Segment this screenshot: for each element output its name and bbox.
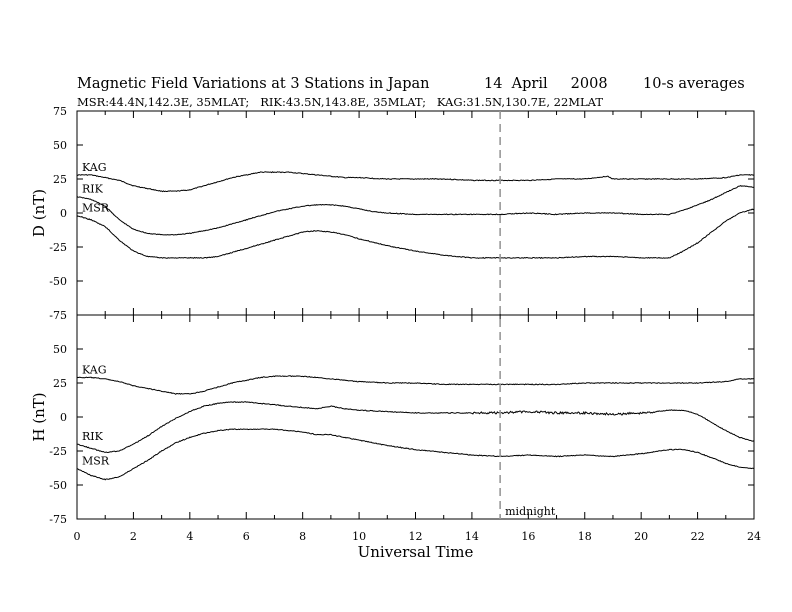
y-tick-label: -75 <box>49 513 67 526</box>
x-tick-label: 6 <box>243 530 250 543</box>
x-tick-label: 12 <box>409 530 423 543</box>
series-label-msr: MSR <box>82 202 110 215</box>
series-line-msr <box>76 428 755 481</box>
chart-title: Magnetic Field Variations at 3 Stations … <box>77 76 430 92</box>
y-tick-label: -75 <box>49 309 67 322</box>
y-tick-label: 25 <box>53 173 67 186</box>
y-tick-label: 50 <box>53 139 67 152</box>
series-label-kag: KAG <box>82 364 107 377</box>
y-tick-label: 0 <box>60 411 67 424</box>
series-line-kag <box>76 171 755 193</box>
x-axis-label: Universal Time <box>358 543 474 561</box>
series-line-kag <box>76 375 755 395</box>
series-label-kag: KAG <box>82 161 107 174</box>
y-tick-label: 0 <box>60 207 67 220</box>
x-tick-label: 2 <box>130 530 137 543</box>
x-tick-label: 20 <box>634 530 648 543</box>
h-panel: 50 25 0 -25 -50 -75 H (nT) KAG RIK MSR <box>30 314 755 526</box>
x-tick-label: 16 <box>521 530 535 543</box>
panel-frame <box>76 110 755 316</box>
x-tick-label: 10 <box>352 530 366 543</box>
x-tick-label: 0 <box>74 530 81 543</box>
y-tick-label: -50 <box>49 479 67 492</box>
series-line-rik <box>76 185 755 236</box>
x-tick-label: 4 <box>186 530 193 543</box>
y-tick-label: -50 <box>49 275 67 288</box>
y-axis-label: H (nT) <box>30 392 48 441</box>
series-label-msr: MSR <box>82 455 110 468</box>
series-line-msr <box>76 208 755 259</box>
chart-date: 14 April 2008 <box>484 76 608 92</box>
y-tick-label: 50 <box>53 343 67 356</box>
x-tick-label: 18 <box>578 530 592 543</box>
x-tick-label: 22 <box>691 530 705 543</box>
y-tick-label: 75 <box>53 105 67 118</box>
series-line-rik <box>76 401 755 454</box>
x-tick-label: 14 <box>465 530 479 543</box>
series-label-rik: RIK <box>82 183 104 196</box>
midnight-label: midnight <box>505 505 556 518</box>
chart-averaging: 10-s averages <box>643 76 745 92</box>
d-panel: 75 50 25 0 -25 -50 -75 D (nT) KAG RIK MSR <box>30 105 755 322</box>
y-tick-label: -25 <box>49 445 67 458</box>
y-tick-label: 25 <box>53 377 67 390</box>
x-tick-label: 8 <box>299 530 306 543</box>
series-label-rik: RIK <box>82 430 104 443</box>
y-tick-label: -25 <box>49 241 67 254</box>
x-tick-label: 24 <box>747 530 761 543</box>
station-coordinates: MSR:44.4N,142.3E, 35MLAT; RIK:43.5N,143.… <box>77 95 603 109</box>
y-axis-label: D (nT) <box>30 189 48 237</box>
